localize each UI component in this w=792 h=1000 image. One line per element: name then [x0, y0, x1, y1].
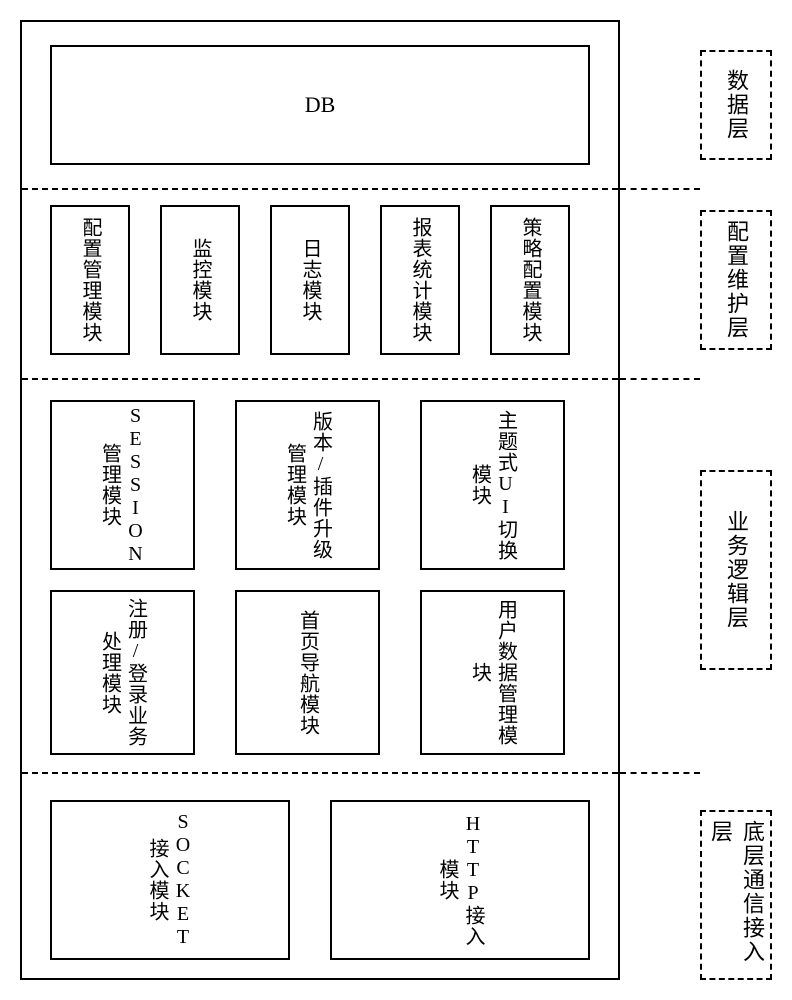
inner-divider-2 — [22, 772, 618, 774]
module-home-nav: 首页导航模块 — [235, 590, 380, 755]
layer-label-data-layer: 数据层 — [700, 50, 772, 160]
module-socket: SOCKET接入模块 — [50, 800, 290, 960]
module-version: 版本/插件升级管理模块 — [235, 400, 380, 570]
module-log: 日志模块 — [270, 205, 350, 355]
layer-label-logic-layer: 业务逻辑层 — [700, 470, 772, 670]
module-session: SESSION管理模块 — [50, 400, 195, 570]
module-http: HTTP接入模块 — [330, 800, 590, 960]
divider-1 — [620, 378, 700, 380]
module-monitor: 监控模块 — [160, 205, 240, 355]
inner-divider-0 — [22, 188, 618, 190]
divider-2 — [620, 772, 700, 774]
module-policy: 策略配置模块 — [490, 205, 570, 355]
diagram-canvas: 数据层配置维护层业务逻辑层底层通信接入层 DB 配置管理模块监控模块日志模块报表统计… — [20, 20, 772, 980]
divider-0 — [620, 188, 700, 190]
layer-label-config-layer: 配置维护层 — [700, 210, 772, 350]
inner-divider-1 — [22, 378, 618, 380]
module-register: 注册/登录业务处理模块 — [50, 590, 195, 755]
module-db: DB — [50, 45, 590, 165]
module-theme-ui: 主题式UI切换模块 — [420, 400, 565, 570]
module-cfg-mgmt: 配置管理模块 — [50, 205, 130, 355]
module-user-data: 用户数据管理模块 — [420, 590, 565, 755]
module-report: 报表统计模块 — [380, 205, 460, 355]
layer-label-comm-layer: 底层通信接入层 — [700, 810, 772, 980]
